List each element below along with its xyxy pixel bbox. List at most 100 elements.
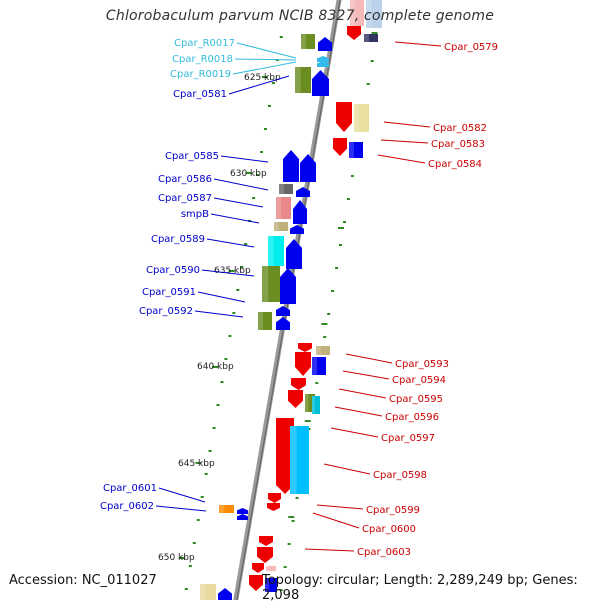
cog-block-shade [295, 67, 301, 93]
cog-block-shade [350, 0, 355, 26]
cog-block [266, 566, 276, 571]
tick-mark [260, 151, 264, 153]
cog-block [200, 584, 216, 600]
gene-label: Cpar_R0017 [174, 38, 235, 49]
leader-line [234, 58, 297, 61]
cog-block-shade [219, 505, 225, 513]
gene-arrow-forward [300, 154, 316, 182]
leader-line [316, 504, 364, 510]
major-tick [371, 32, 378, 34]
gene-arrow-forward [286, 239, 302, 269]
cog-block [258, 312, 272, 330]
rna-arrow [317, 56, 329, 62]
gene-label: Cpar_0603 [357, 547, 411, 558]
gene-arrow-forward [237, 508, 248, 514]
tick-mark [263, 128, 267, 130]
gene-arrow-reverse [276, 418, 294, 494]
tick-mark [279, 589, 283, 591]
gene-arrow-reverse [257, 547, 273, 563]
leader-line [330, 427, 379, 438]
gene-label: Cpar_R0018 [172, 54, 233, 65]
tick-mark [323, 336, 327, 338]
leader-line [323, 463, 371, 475]
gene-label: smpB [181, 209, 209, 220]
cog-block-shade [266, 566, 270, 571]
cog-block-shade [364, 34, 369, 42]
map-title: Chlorobaculum parvum NCIB 8327, complete… [105, 8, 495, 24]
tick-mark [216, 404, 220, 406]
gene-label: Cpar_0590 [146, 265, 200, 276]
gene-label: Cpar_0581 [173, 89, 227, 100]
cog-block-shade [354, 104, 360, 132]
leader-line [213, 197, 264, 208]
gene-arrow-forward [296, 187, 310, 197]
gene-arrow-reverse [347, 26, 361, 40]
cog-block-shade [268, 236, 274, 266]
leader-line [201, 269, 255, 277]
tick-mark [315, 382, 319, 384]
leader-line [342, 370, 390, 380]
gene-arrow-forward [276, 306, 290, 316]
gene-label: Cpar_R0019 [170, 69, 231, 80]
cog-block [262, 266, 280, 302]
gene-arrow-forward [312, 70, 329, 96]
leader-line [338, 388, 387, 399]
cog-block-shade [301, 34, 306, 49]
tick-mark [224, 358, 228, 360]
kbp-label: 635 kbp [214, 266, 251, 276]
tick-mark [342, 221, 346, 223]
gene-block-forward [349, 142, 363, 158]
gene-label: Cpar_0597 [381, 433, 435, 444]
cog-block-shade [258, 312, 263, 330]
leader-line [194, 310, 244, 318]
cog-block-shade [279, 184, 284, 194]
tick-mark [271, 82, 275, 84]
cog-block [350, 0, 364, 26]
gene-arrow-reverse [252, 563, 264, 573]
cog-block [219, 505, 234, 513]
leader-line [380, 139, 429, 144]
cog-block [276, 197, 291, 219]
gene-block-forward-shade [265, 578, 270, 592]
cog-block [366, 0, 382, 28]
leader-line [236, 42, 297, 59]
tick-mark [279, 36, 283, 38]
leader-line [228, 75, 290, 95]
tick-mark [267, 105, 271, 107]
gene-arrow-forward [276, 317, 290, 330]
leader-line [377, 154, 426, 164]
gene-arrow-reverse [267, 503, 280, 511]
tick-mark [331, 290, 335, 292]
gene-block-forward [265, 578, 277, 592]
leader-line [232, 61, 297, 75]
gene-block-forward [312, 357, 326, 375]
leader-line [383, 121, 431, 128]
tick-mark [232, 312, 236, 314]
cog-block-shade [200, 584, 206, 600]
tick-mark [287, 543, 291, 545]
major-tick [261, 76, 268, 78]
tick-mark [212, 427, 216, 429]
kbp-label: 640 kbp [197, 362, 234, 372]
kbp-label: 650 kbp [158, 553, 195, 563]
tick-mark [188, 565, 192, 567]
cog-block-shade [274, 222, 279, 231]
gene-label: Cpar_0592 [139, 306, 193, 317]
leader-line [345, 353, 393, 364]
cog-block [354, 104, 369, 132]
leader-line [304, 548, 355, 552]
gene-arrow-forward [290, 225, 304, 234]
tick-mark [192, 542, 196, 544]
tick-mark [184, 588, 188, 590]
gene-arrow-forward [293, 200, 307, 224]
tick-mark [196, 519, 200, 521]
gene-label: Cpar_0584 [428, 159, 482, 170]
cog-block [268, 236, 284, 266]
gene-arrow-reverse [268, 493, 281, 503]
tick-mark [200, 496, 204, 498]
tick-mark [370, 60, 374, 62]
gene-arrow-reverse [288, 390, 303, 408]
gene-block-forward-shade [349, 142, 354, 158]
